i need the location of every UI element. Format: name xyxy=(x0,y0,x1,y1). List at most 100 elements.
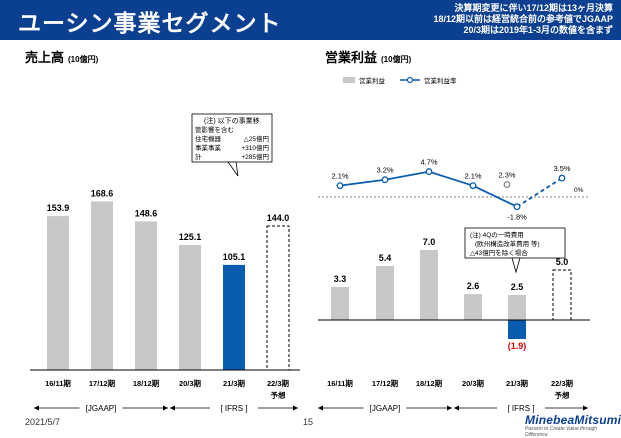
op-gaap-label-bg xyxy=(363,402,407,413)
sales-gaap-label: [JGAAP] xyxy=(86,404,117,413)
sales-bar xyxy=(91,201,113,370)
op-forecast-label: 予想 xyxy=(555,390,570,400)
op-gaap-label: [JGAAP] xyxy=(370,404,401,413)
company-logo: MinebeaMitsumi Passion to Create Value t… xyxy=(525,413,621,438)
sales-bar xyxy=(179,244,201,370)
sales-title: 売上高 (10億円) xyxy=(25,47,98,66)
op-margin-point xyxy=(336,182,344,190)
op-value-label: 3.3 xyxy=(334,274,347,284)
op-gaap-arrow-left xyxy=(318,405,323,411)
sales-category-label: 21/3期 xyxy=(223,378,246,388)
op-negative-bar xyxy=(508,320,526,339)
sales-gaap-label-bg xyxy=(79,402,123,413)
sales-value-label: 148.6 xyxy=(135,208,158,218)
sales-unit: (10億円) xyxy=(68,55,99,64)
sales-category-label: 18/12期 xyxy=(133,378,160,388)
op-margin-label: 2.1% xyxy=(464,172,481,181)
sales-callout-box xyxy=(191,113,273,163)
op-margin-point xyxy=(425,168,433,176)
op-gaap-arrow-right xyxy=(583,405,588,411)
header-notes: 決算期変更に伴い17/12期は13ヶ月決算 18/12期以前は経営統合前の参考値… xyxy=(433,3,613,36)
logo-name: MinebeaMitsumi xyxy=(525,413,621,427)
sales-value-label: 105.1 xyxy=(223,252,246,262)
header-banner: ユーシン事業セグメント 決算期変更に伴い17/12期は13ヶ月決算 18/12期… xyxy=(0,0,621,40)
page-number: 15 xyxy=(303,417,314,427)
op-bar xyxy=(420,250,438,320)
op-category-label: 20/3期 xyxy=(462,378,485,388)
sales-value-label: 153.9 xyxy=(47,203,70,213)
sales-category-label: 20/3期 xyxy=(179,378,202,388)
op-margin-point xyxy=(513,203,521,211)
op-bar xyxy=(376,266,394,320)
header-note: 20/3期は2019年1-3月の数値を含まず xyxy=(463,25,613,35)
sales-gaap-arrow-right xyxy=(163,405,168,411)
sales-bar xyxy=(47,216,69,370)
op-gaap-arrow-right xyxy=(447,405,452,411)
op-margin-label: -1.8% xyxy=(507,213,527,222)
sales-gaap-arrow-right xyxy=(293,405,298,411)
op-title: 営業利益 (10億円) xyxy=(325,47,411,66)
sales-callout-row-value: +310億円 xyxy=(241,143,269,152)
op-callout-line3: △43億円を除く場合 xyxy=(470,248,528,257)
op-category-label: 21/3期 xyxy=(506,378,529,388)
op-margin-label: 3.2% xyxy=(376,166,393,175)
sales-bar xyxy=(266,225,290,371)
op-gaap-label: [ IFRS ] xyxy=(507,404,534,413)
op-value-label: 2.6 xyxy=(467,281,480,291)
sales-callout-row-value: +285億円 xyxy=(241,152,269,161)
sales-value-label: 125.1 xyxy=(179,232,202,242)
header-note: 決算期変更に伴い17/12期は13ヶ月決算 xyxy=(454,3,613,13)
op-gaap-arrow-left xyxy=(454,405,459,411)
op-margin-adjusted-point xyxy=(503,181,511,189)
op-callout-pointer xyxy=(511,257,521,274)
op-category-label: 16/11期 xyxy=(327,378,353,388)
op-gaap-label-bg xyxy=(497,402,545,413)
op-legend-line-marker xyxy=(406,76,414,84)
op-title-text: 営業利益 xyxy=(325,50,378,65)
op-negative-label: (1.9) xyxy=(508,341,527,351)
footer-date: 2021/5/7 xyxy=(25,417,61,427)
sales-callout-title: (注) 以下の事業移 xyxy=(204,116,260,125)
op-value-label: 2.5 xyxy=(511,282,524,292)
sales-callout-row-label: 計 xyxy=(195,152,202,161)
op-bar xyxy=(508,295,526,320)
op-margin-line xyxy=(339,170,518,208)
op-margin-adjusted-label: 2.3% xyxy=(498,171,515,180)
op-category-label: 18/12期 xyxy=(416,378,443,388)
op-category-label: 22/3期 xyxy=(551,378,574,388)
sales-value-label: 144.0 xyxy=(267,213,290,223)
op-margin-label: 4.7% xyxy=(420,158,437,167)
sales-bar xyxy=(135,221,157,370)
sales-title-text: 売上高 xyxy=(25,50,65,65)
op-bar xyxy=(464,294,482,320)
op-legend-bar-swatch xyxy=(343,77,355,83)
op-callout-line2: (欧州構造改革費用 等) xyxy=(475,239,540,248)
op-margin-point xyxy=(469,182,477,190)
op-margin-forecast-line xyxy=(516,177,563,208)
sales-category-label: 16/11期 xyxy=(45,378,71,388)
sales-gaap-arrow-left xyxy=(34,405,39,411)
header-note: 18/12期以前は経営統合前の参考値でJGAAP xyxy=(433,14,613,24)
sales-callout-row-label: 住宅機器 xyxy=(195,134,222,143)
sales-gaap-label-bg xyxy=(210,402,258,413)
op-margin-label: 2.1% xyxy=(331,172,348,181)
op-margin-label: 3.5% xyxy=(553,164,570,173)
op-callout-title: (注) 4Qの一時費用 xyxy=(470,230,524,239)
sales-callout-row-label: 事業事業 xyxy=(195,143,222,152)
sales-category-label: 17/12期 xyxy=(89,378,116,388)
op-bar xyxy=(331,287,349,320)
op-bar xyxy=(552,269,572,321)
op-callout-box xyxy=(464,227,566,259)
page-title: ユーシン事業セグメント xyxy=(18,10,282,36)
op-category-label: 17/12期 xyxy=(372,378,399,388)
op-margin-point xyxy=(558,174,566,182)
op-zero-label: 0% xyxy=(574,187,584,194)
op-unit: (10億円) xyxy=(381,55,412,64)
op-margin-point xyxy=(381,176,389,184)
op-legend-line-label: 営業利益率 xyxy=(424,76,457,85)
sales-callout-pointer xyxy=(227,161,239,177)
sales-gaap-arrow-left xyxy=(170,405,175,411)
sales-callout-subtitle: 管影響を含む xyxy=(195,125,234,134)
op-value-label: 5.4 xyxy=(379,253,392,263)
